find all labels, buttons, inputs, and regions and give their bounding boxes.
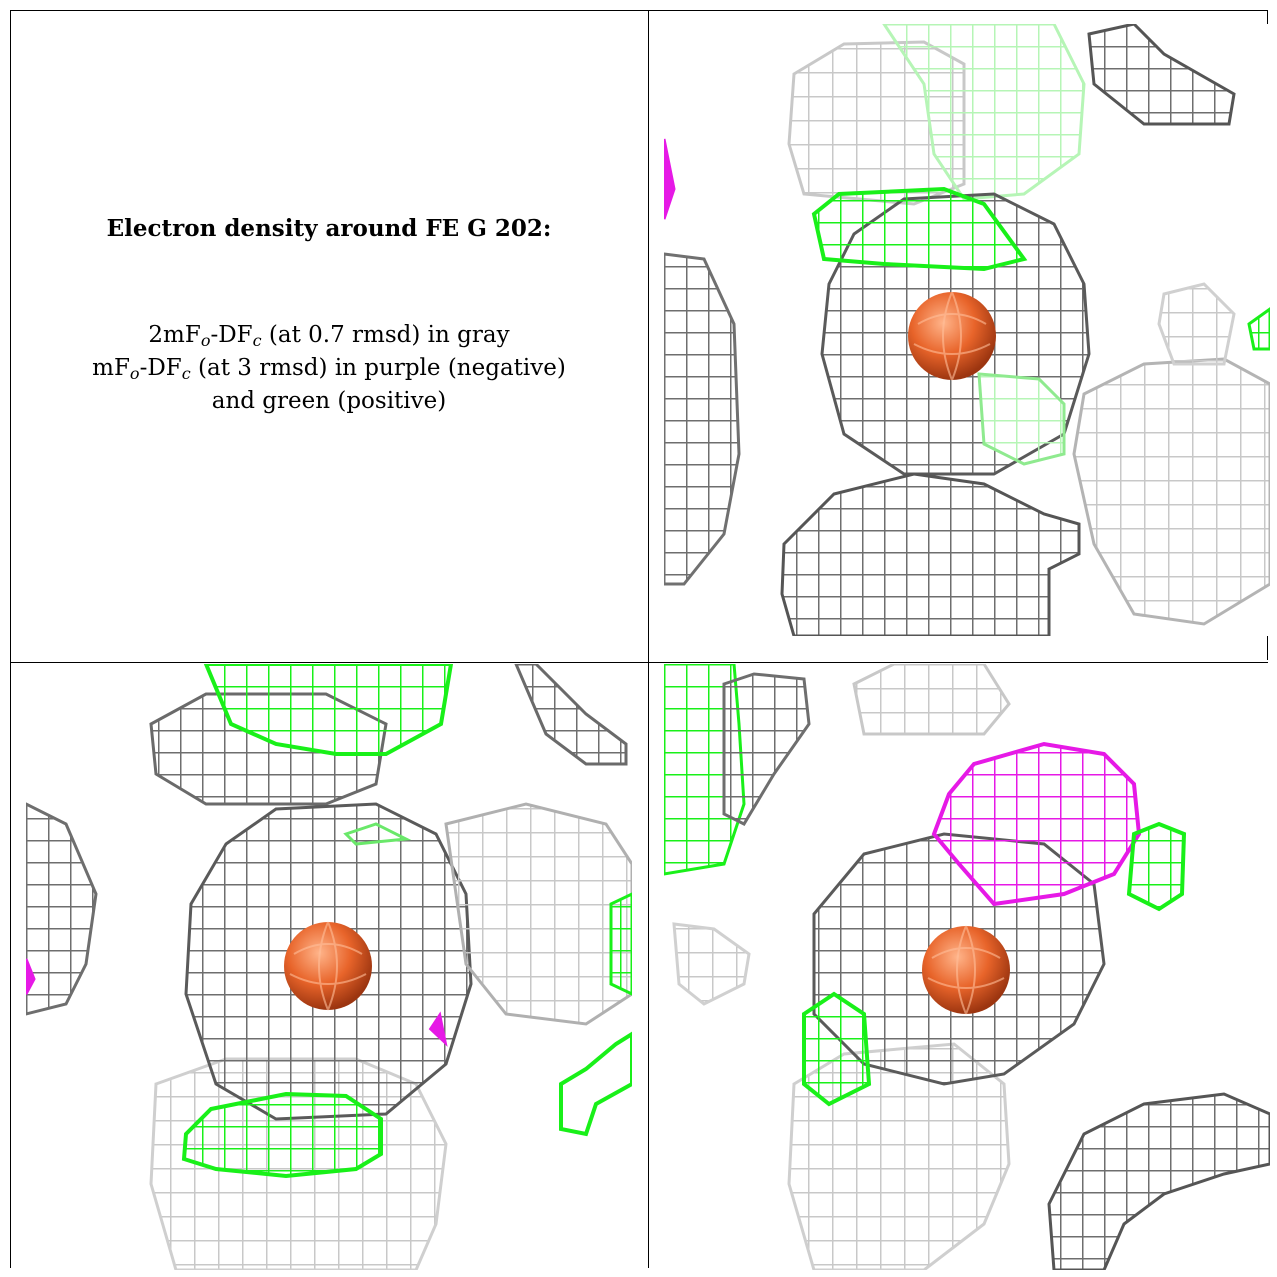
fe-atom-sphere [908, 292, 996, 380]
frame-top [10, 10, 1268, 11]
mesh-gray-left [26, 802, 98, 1016]
legend-line2-b: -DF [139, 355, 182, 381]
mesh-negative-left [26, 958, 36, 995]
mesh-gray-bottom [780, 472, 1081, 636]
legend-line1-sub1: o [200, 331, 211, 350]
legend-line-2mfo: 2mFo-DFc (at 0.7 rmsd) in gray [10, 322, 648, 350]
legend-line-mfo: mFo-DFc (at 3 rmsd) in purple (negative) [10, 355, 648, 383]
mesh-negative-small [428, 1011, 448, 1047]
legend-line1-a: 2mF [148, 322, 201, 348]
frame-left [10, 10, 11, 1268]
mesh-positive-right [1247, 307, 1270, 351]
mesh-positive-cap [811, 186, 1028, 272]
legend-line2-a: mF [92, 355, 130, 381]
mesh-light-right-small [1157, 282, 1236, 366]
mesh-positive-right [1126, 821, 1187, 912]
mesh-gray-bottom-right [1047, 1092, 1270, 1270]
density-view-bottom-right [664, 664, 1270, 1270]
legend-line-3: and green (positive) [211, 388, 447, 414]
mesh-light-left [672, 922, 751, 1006]
legend-line1-c: (at 0.7 rmsd) in gray [261, 322, 510, 348]
fe-atom-sphere [922, 926, 1010, 1014]
mesh-light-green-inner [977, 372, 1066, 466]
fe-atom-sphere [284, 922, 372, 1010]
legend-line2-sub2: c [181, 364, 191, 383]
mesh-light-green-top [882, 24, 1086, 201]
legend-line1-sub2: c [252, 331, 262, 350]
mesh-gray-top-right [1087, 24, 1236, 126]
mesh-positive-top [203, 664, 454, 756]
density-view-bottom-left [26, 664, 632, 1270]
legend-line2-c: (at 3 rmsd) in purple (negative) [190, 355, 566, 381]
mesh-light-right [1072, 357, 1270, 626]
frame-divider-vertical [648, 10, 649, 1268]
mesh-positive-small-right [559, 1031, 632, 1137]
legend-panel: Electron density around FE G 202: 2mFo-D… [10, 10, 648, 662]
mesh-negative-cap [931, 741, 1142, 907]
mesh-positive-left [802, 991, 872, 1107]
mesh-gray-top-left [722, 672, 811, 826]
legend-title: Electron density around FE G 202: [106, 215, 552, 242]
mesh-positive-inner [343, 822, 412, 846]
mesh-positive-right-edge [609, 892, 632, 996]
legend-line2-sub1: o [129, 364, 140, 383]
mesh-light-top [852, 664, 1011, 736]
frame-divider-horizontal [10, 662, 1268, 663]
density-view-top-right [664, 24, 1270, 636]
mesh-gray-top-right [514, 664, 628, 766]
mesh-gray-left [664, 252, 741, 586]
mesh-light-right [444, 802, 632, 1026]
legend-line1-b: -DF [210, 322, 253, 348]
mesh-negative-left [664, 138, 676, 220]
mesh-positive-bottom [181, 1091, 383, 1179]
